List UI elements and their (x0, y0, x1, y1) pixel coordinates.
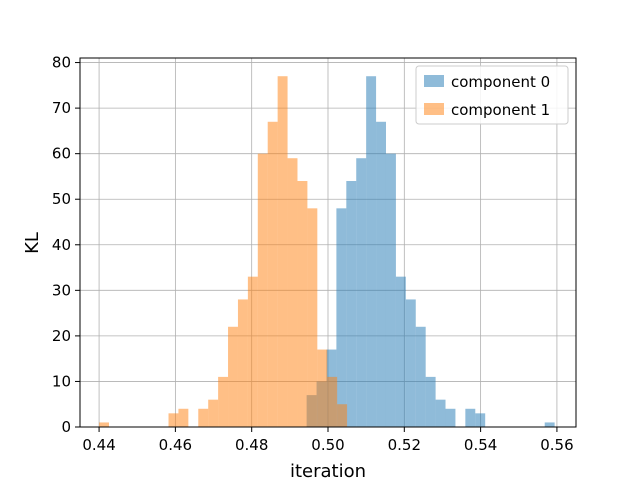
y-tick-label-1: 10 (52, 372, 71, 390)
x-ticks: 0.44 0.46 0.48 0.50 0.52 0.54 0.56 (82, 427, 574, 454)
bar-series0-bin6 (366, 76, 377, 427)
y-tick-label-7: 70 (52, 99, 71, 117)
legend: component 0 component 1 (415, 65, 569, 125)
bar-series1-bin17 (337, 404, 348, 427)
x-tick-label-5: 0.54 (464, 436, 497, 454)
bar-series0-bin15 (465, 408, 476, 427)
x-tick-label-3: 0.50 (311, 436, 344, 454)
bar-series1-bin3 (198, 408, 209, 427)
bar-series0-bin5 (356, 158, 367, 427)
bar-series1-bin11 (277, 76, 288, 427)
y-tick-label-3: 30 (52, 281, 71, 299)
bar-series1-bin13 (297, 181, 308, 427)
bar-series0-bin16 (475, 413, 486, 427)
bar-series1-bin1 (168, 413, 179, 427)
bar-series0-bin4 (346, 181, 357, 427)
legend-swatch-1 (424, 103, 444, 115)
y-tick-label-6: 60 (52, 145, 71, 163)
y-ticks: 0 10 20 30 40 50 60 70 80 (52, 54, 80, 436)
x-axis-label: iteration (290, 461, 366, 480)
bar-series0-bin9 (395, 276, 406, 427)
bar-series1-bin12 (287, 158, 298, 427)
legend-label-1: component 1 (451, 101, 550, 119)
bar-series0-bin17 (544, 422, 555, 427)
bar-series1-bin15 (317, 349, 328, 427)
x-tick-label-6: 0.56 (540, 436, 573, 454)
legend-swatch-0 (424, 75, 444, 87)
y-tick-label-0: 0 (61, 418, 71, 436)
bar-series1-bin4 (208, 399, 219, 427)
bar-series1-bin6 (228, 326, 238, 427)
bar-series1-bin0 (99, 422, 109, 427)
bar-series1-bin10 (267, 121, 278, 428)
bar-series1-bin8 (247, 276, 258, 427)
y-tick-label-8: 80 (52, 54, 71, 72)
y-tick-label-4: 40 (52, 236, 71, 254)
x-tick-label-1: 0.46 (159, 436, 192, 454)
bar-series1-bin16 (327, 376, 338, 427)
bar-series1-bin14 (307, 208, 318, 427)
x-tick-label-0: 0.44 (82, 436, 115, 454)
bar-series0-bin13 (435, 399, 446, 427)
bar-series1-bin7 (237, 299, 248, 427)
x-tick-label-4: 0.52 (388, 436, 421, 454)
bar-series0-bin8 (385, 153, 396, 427)
y-axis-label: KL (22, 232, 43, 254)
y-tick-label-2: 20 (52, 327, 71, 345)
y-tick-label-5: 50 (52, 190, 71, 208)
bars (99, 76, 555, 428)
bar-series0-bin10 (405, 299, 416, 427)
x-tick-label-2: 0.48 (235, 436, 268, 454)
bar-series0-bin3 (336, 208, 347, 427)
bar-series1-bin2 (178, 408, 189, 427)
bar-series0-bin14 (445, 408, 456, 427)
bar-series1-bin9 (257, 153, 268, 427)
legend-frame (415, 65, 569, 125)
legend-label-0: component 0 (451, 73, 550, 91)
bar-series1-bin5 (218, 376, 229, 427)
bar-series0-bin7 (376, 121, 386, 428)
bar-series0-bin11 (415, 326, 426, 427)
bar-series0-bin12 (425, 376, 436, 427)
